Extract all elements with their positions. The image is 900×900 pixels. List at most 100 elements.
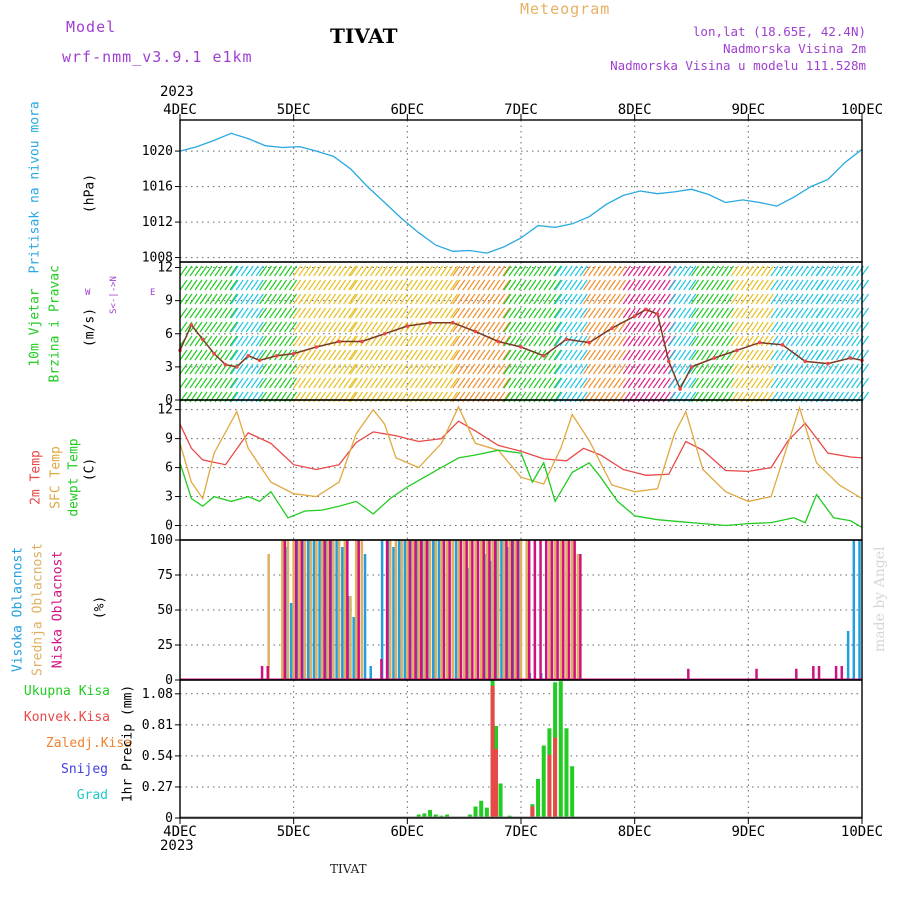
bar: [298, 540, 301, 680]
wind-barb: [730, 307, 739, 319]
wind-barb: [750, 321, 759, 333]
wind-barb: [805, 335, 814, 347]
wind-barb: [420, 363, 428, 375]
bar: [479, 800, 484, 818]
wind-barb: [209, 307, 218, 319]
wind-barb: [269, 279, 278, 291]
wind-barb: [770, 349, 779, 361]
wind-barb: [323, 307, 332, 319]
bar: [493, 540, 497, 680]
wind-barb: [816, 265, 825, 277]
wind-barb: [533, 377, 542, 389]
wind-barb: [445, 293, 453, 305]
wind-barb: [492, 265, 501, 277]
wind-barb: [618, 279, 627, 291]
wind-barb: [477, 321, 486, 333]
wind-barb: [603, 363, 612, 375]
wind-barb: [831, 335, 840, 347]
wind-barb: [513, 321, 522, 333]
wind-barb: [548, 265, 557, 277]
wind-barb: [831, 293, 840, 305]
wind-barb: [230, 307, 239, 319]
bar: [541, 745, 546, 818]
wind-barb: [795, 279, 804, 291]
ytick-label: 1012: [142, 215, 173, 230]
wind-barb: [313, 307, 322, 319]
wind-barb: [415, 279, 423, 291]
wind-barb: [435, 349, 443, 361]
wind-barb: [668, 293, 677, 305]
wind-barb: [179, 363, 188, 375]
wind-barb: [706, 335, 714, 347]
wind-barb: [642, 265, 651, 277]
wind-barb: [224, 293, 233, 305]
wind-barb: [385, 265, 393, 277]
legend-frz-rain: Zaledj.Kisa: [45, 736, 132, 751]
wind-barb: [497, 335, 506, 347]
wind-barb: [477, 265, 486, 277]
wind-barb: [851, 335, 860, 347]
wind-barb: [637, 335, 646, 347]
bar: [570, 766, 575, 818]
wind-barb: [360, 349, 368, 361]
wind-barb: [400, 377, 408, 389]
wind-barb: [420, 307, 428, 319]
wind-barb: [518, 293, 527, 305]
xtick-label-bottom: 5DEC: [277, 824, 311, 840]
wind-barb: [622, 293, 631, 305]
wind-barb: [269, 293, 278, 305]
bar: [411, 540, 415, 680]
ytick-label: 6: [165, 327, 173, 342]
bar: [516, 540, 520, 680]
wind-barb: [194, 265, 203, 277]
wind-speed-point: [246, 354, 250, 358]
wind-barb: [497, 377, 506, 389]
wind-barb: [259, 279, 268, 291]
wind-barb: [559, 377, 568, 389]
wind-barb: [518, 335, 527, 347]
wind-barb: [350, 293, 358, 305]
wind-barb: [235, 377, 244, 389]
wind-barb: [375, 377, 383, 389]
wind-barb: [420, 293, 428, 305]
wind-barb: [528, 265, 537, 277]
wind-barb: [452, 363, 461, 375]
ytick-label: 12: [157, 261, 173, 276]
wind-barb: [365, 293, 373, 305]
wind-barb: [308, 349, 317, 361]
wind-barb: [250, 279, 259, 291]
wind-barb: [289, 265, 298, 277]
bar: [380, 540, 384, 680]
wind-barb: [593, 321, 602, 333]
wind-barb: [569, 293, 578, 305]
wind-barb: [284, 279, 293, 291]
bar: [432, 540, 435, 680]
ytick-label: 0: [165, 811, 173, 826]
wind-barb: [701, 377, 709, 389]
wind-barb: [564, 349, 573, 361]
wind-barb: [343, 293, 352, 305]
wind-barb: [559, 265, 568, 277]
wind-barb: [543, 293, 552, 305]
wind-barb: [189, 265, 198, 277]
wind-barb: [588, 279, 597, 291]
wind-barb: [405, 307, 413, 319]
bar: [397, 540, 401, 680]
wind-barb: [800, 363, 809, 375]
wind-speed-point: [666, 359, 671, 364]
wind-barb: [255, 307, 264, 319]
wind-barb: [219, 279, 228, 291]
wind-barb: [613, 349, 622, 361]
wind-barb: [214, 265, 223, 277]
wind-barb: [726, 307, 734, 319]
wind-barb: [716, 335, 724, 347]
wind-barb: [657, 349, 666, 361]
wind-barb: [338, 377, 347, 389]
wind-barb: [284, 293, 293, 305]
bar: [570, 540, 574, 680]
wind-barb: [569, 363, 578, 375]
wind-barb: [683, 363, 692, 375]
wind-barb: [851, 321, 860, 333]
wind-barb: [189, 293, 198, 305]
wind-barb: [338, 265, 347, 277]
